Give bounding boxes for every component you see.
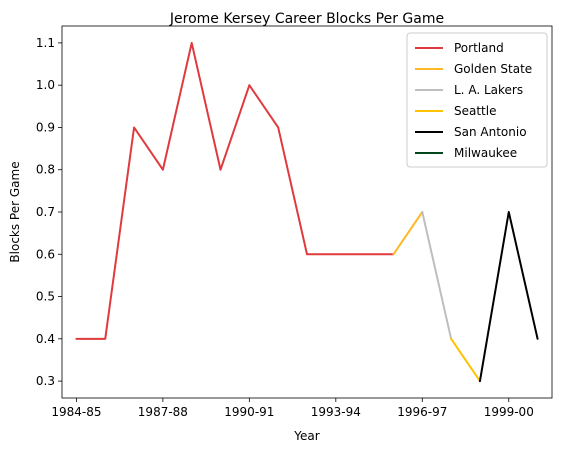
chart-title: Jerome Kersey Career Blocks Per Game [169, 11, 444, 27]
legend-box [406, 32, 548, 168]
series-line-portland [75, 41, 395, 340]
legend-label-milwaukee: Milwaukee [454, 146, 517, 160]
y-tick-label: 0.4 [36, 332, 55, 346]
legend-label-l-a-lakers: L. A. Lakers [454, 83, 523, 97]
y-tick-label: 0.3 [36, 374, 55, 388]
x-tick-label: 1984-85 [51, 405, 101, 419]
plot-frame [61, 25, 553, 399]
y-tick-label: 0.7 [36, 205, 55, 219]
legend-label-seattle: Seattle [454, 104, 496, 118]
x-axis: 1984-85 1987-88 1990-91 1993-94 1996-97 1999-… [51, 398, 534, 419]
series-line-san-antonio [478, 211, 539, 383]
x-tick-label: 1996-97 [397, 405, 447, 419]
legend: Portland Golden State L. A. Lakers Seattle S… [406, 32, 548, 168]
legend-label-golden-state: Golden State [454, 62, 532, 76]
series-lines [75, 41, 539, 383]
y-tick-label: 0.9 [36, 120, 55, 134]
y-axis-label: Blocks Per Game [8, 161, 22, 262]
y-tick-label: 0.8 [36, 163, 55, 177]
x-tick-label: 1990-91 [224, 405, 274, 419]
legend-label-portland: Portland [454, 41, 504, 55]
series-line-l-a-lakers [421, 211, 453, 340]
x-tick-label: 1993-94 [311, 405, 361, 419]
x-tick-label: 1987-88 [138, 405, 188, 419]
x-tick-label: 1999-00 [484, 405, 534, 419]
y-tick-label: 1.0 [36, 78, 55, 92]
y-tick-label: 0.6 [36, 247, 55, 261]
y-tick-label: 1.1 [36, 36, 55, 50]
legend-label-san-antonio: San Antonio [454, 125, 527, 139]
series-line-seattle [450, 337, 481, 383]
y-axis: 0.3 0.4 0.5 0.6 0.7 0.8 0.9 1.0 1.1 [36, 36, 62, 388]
series-line-golden-state [392, 211, 424, 256]
x-axis-label: Year [293, 429, 319, 443]
y-tick-label: 0.5 [36, 290, 55, 304]
